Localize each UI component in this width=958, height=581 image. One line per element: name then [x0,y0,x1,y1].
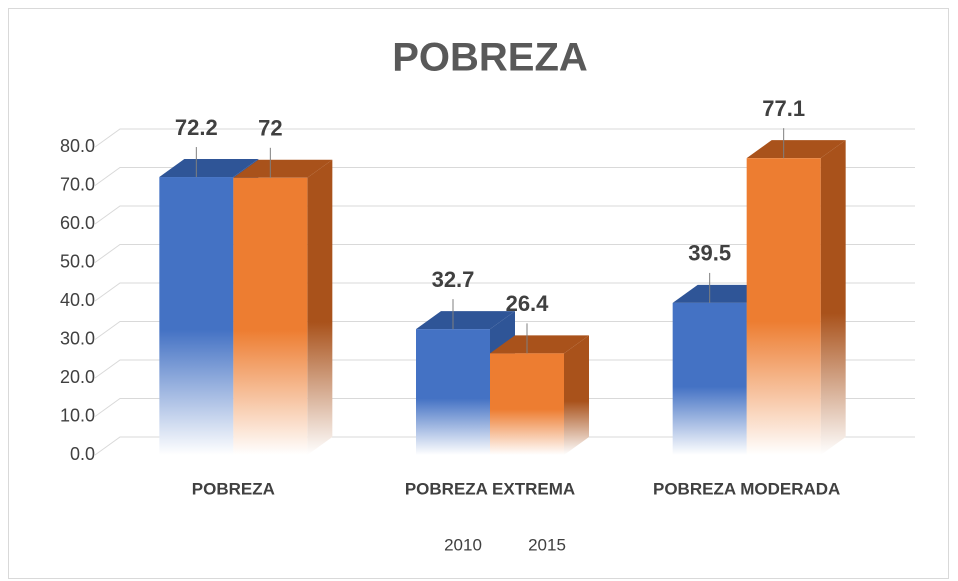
grid-line [94,205,915,225]
y-tick-label: 70.0 [60,174,95,194]
grid-line [94,244,915,263]
grid-line [94,282,915,302]
chart-title: POBREZA [392,36,588,80]
y-tick-label: 50.0 [60,251,95,271]
y-tick-label: 40.0 [60,290,95,310]
bar-top [746,140,846,159]
value-label: 72 [258,116,282,141]
y-tick-label: 30.0 [60,328,95,348]
bar [746,158,821,456]
bar [672,302,747,455]
value-label: 72.2 [175,115,218,140]
y-tick-label: 60.0 [60,213,95,233]
bar-top [233,159,333,178]
grid-line [94,359,915,379]
bar [490,353,564,455]
value-label: 32.7 [432,267,475,292]
grid-line [94,167,915,186]
legend-label: 2015 [528,535,566,554]
y-tick-label: 20.0 [60,367,95,387]
bar-side [820,140,846,456]
grid-line [94,128,915,148]
x-tick-label: POBREZA MODERADA [653,479,840,498]
value-label: 26.4 [506,291,550,316]
bar [416,329,490,455]
bar [159,177,234,455]
y-tick-label: 0.0 [70,444,95,464]
bar-top [416,311,515,330]
legend-label: 2010 [444,535,482,554]
y-tick-label: 10.0 [60,405,95,425]
grid-line [94,436,915,456]
value-label: 39.5 [688,241,731,266]
grid-line [94,398,915,417]
value-label: 77.1 [762,96,805,121]
bar [233,177,308,456]
bar-top [159,159,259,178]
x-tick-label: POBREZA EXTREMA [405,479,575,498]
x-tick-label: POBREZA [192,479,275,498]
grid-line [94,321,915,340]
bar-side [307,159,333,456]
bar-top [490,335,589,354]
bar-side [564,335,589,455]
y-tick-label: 80.0 [60,136,95,156]
